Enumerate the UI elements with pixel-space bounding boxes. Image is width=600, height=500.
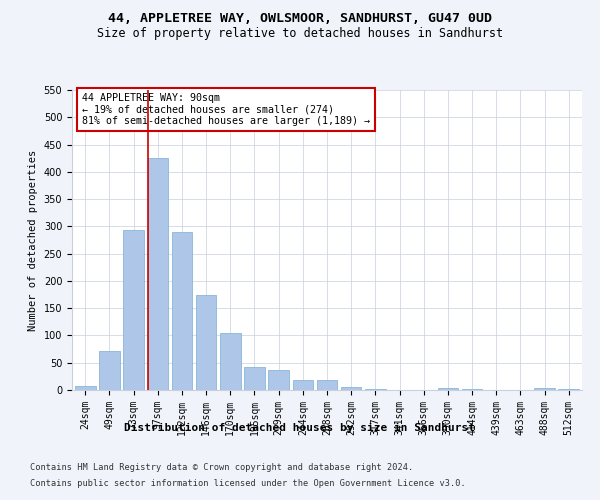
Text: Contains HM Land Registry data © Crown copyright and database right 2024.: Contains HM Land Registry data © Crown c…	[30, 464, 413, 472]
Bar	[534, 388, 555, 390]
Bar	[172, 232, 192, 390]
Text: Distribution of detached houses by size in Sandhurst: Distribution of detached houses by size …	[125, 422, 476, 432]
Bar	[244, 366, 265, 390]
Bar	[317, 380, 337, 390]
Bar	[124, 230, 144, 390]
Bar	[559, 389, 579, 390]
Text: 44, APPLETREE WAY, OWLSMOOR, SANDHURST, GU47 0UD: 44, APPLETREE WAY, OWLSMOOR, SANDHURST, …	[108, 12, 492, 26]
Bar	[293, 380, 313, 390]
Bar	[220, 332, 241, 390]
Bar	[268, 370, 289, 390]
Bar	[75, 386, 95, 390]
Y-axis label: Number of detached properties: Number of detached properties	[28, 150, 38, 330]
Text: 44 APPLETREE WAY: 90sqm
← 19% of detached houses are smaller (274)
81% of semi-d: 44 APPLETREE WAY: 90sqm ← 19% of detache…	[82, 93, 370, 126]
Text: Size of property relative to detached houses in Sandhurst: Size of property relative to detached ho…	[97, 28, 503, 40]
Bar	[437, 388, 458, 390]
Text: Contains public sector information licensed under the Open Government Licence v3: Contains public sector information licen…	[30, 478, 466, 488]
Bar	[341, 386, 361, 390]
Bar	[148, 158, 168, 390]
Bar	[99, 350, 120, 390]
Bar	[196, 294, 217, 390]
Bar	[462, 389, 482, 390]
